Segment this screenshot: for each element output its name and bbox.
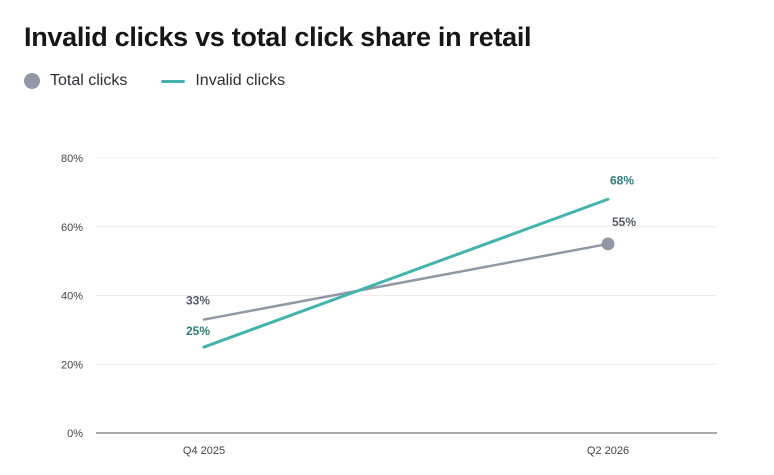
legend-marker-total-clicks	[24, 73, 40, 89]
x-tick-label-q4-2025: Q4 2025	[183, 445, 225, 457]
series-lines	[202, 197, 615, 349]
series-line-invalid-clicks	[202, 197, 610, 349]
axes: 0% 20% 40% 60% 80% Q4 2025 Q2 2026	[61, 153, 717, 457]
grid-lines	[96, 157, 717, 365]
legend-item-invalid-clicks: Invalid clicks	[161, 72, 285, 90]
data-labels: 33% 55% 25% 68%	[186, 173, 636, 338]
y-tick-label-40: 40%	[61, 291, 83, 303]
data-label-total-clicks-1: 55%	[612, 215, 636, 229]
legend-label-invalid-clicks: Invalid clicks	[195, 72, 286, 89]
chart-title: Invalid clicks vs total click share in r…	[24, 22, 532, 52]
y-tick-label-60: 60%	[61, 222, 83, 234]
legend-marker-invalid-clicks	[161, 79, 186, 83]
data-label-invalid-clicks-0: 25%	[186, 324, 210, 338]
legend-label-total-clicks: Total clicks	[50, 72, 128, 89]
y-tick-label-80: 80%	[61, 153, 83, 165]
series-end-marker-total-clicks	[601, 237, 615, 251]
data-label-total-clicks-0: 33%	[186, 294, 210, 308]
y-tick-label-20: 20%	[61, 359, 83, 371]
series-line-total-clicks	[202, 242, 610, 321]
legend-item-total-clicks: Total clicks	[24, 72, 127, 90]
legend: Total clicks Invalid clicks	[24, 72, 319, 90]
y-tick-label-0: 0%	[67, 428, 83, 440]
x-tick-label-q2-2026: Q2 2026	[587, 445, 629, 457]
data-label-invalid-clicks-1: 68%	[610, 173, 634, 187]
